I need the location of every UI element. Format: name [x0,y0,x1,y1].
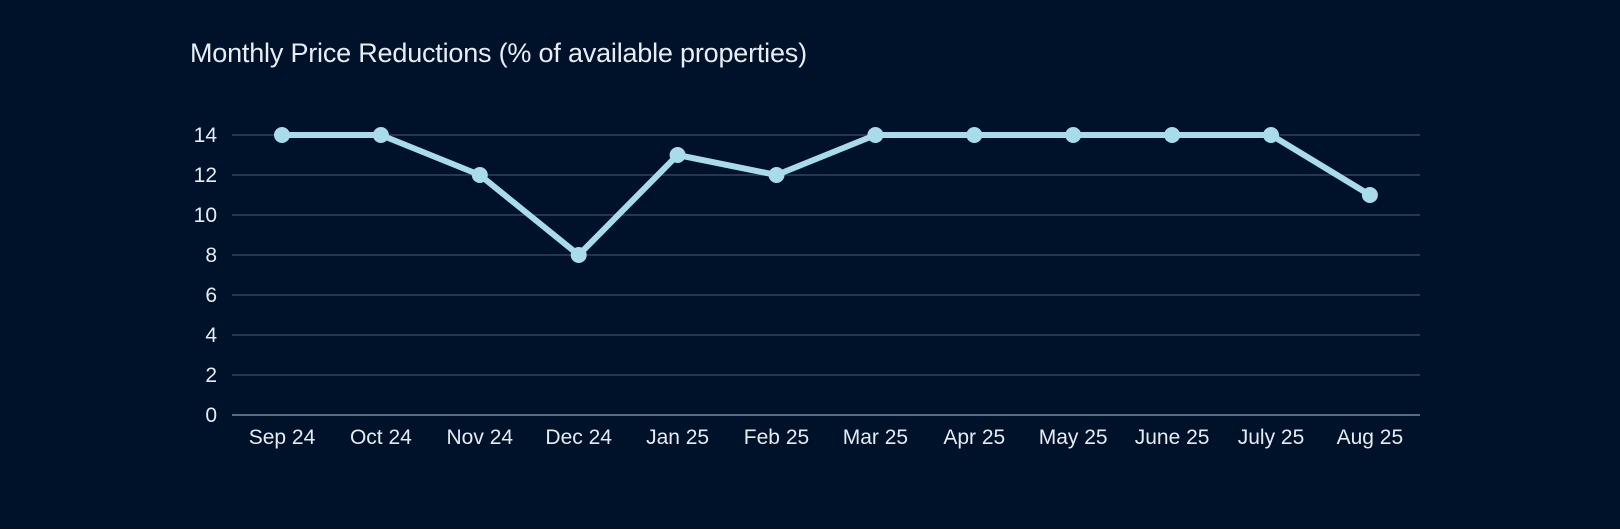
y-tick-label: 4 [205,324,217,347]
x-tick-label: Nov 24 [447,426,514,449]
data-point [966,127,983,143]
data-point [1361,187,1378,203]
data-point [274,127,290,143]
data-point [768,167,785,183]
y-tick-label: 12 [194,164,217,187]
data-point [1164,127,1181,143]
data-point [669,147,686,163]
x-tick-label: Apr 25 [943,426,1005,449]
y-tick-label: 2 [205,364,217,387]
y-tick-label: 0 [205,404,217,427]
y-tick-label: 14 [194,124,218,147]
x-axis-ticks: Sep 24 Oct 24 Nov 24 Dec 24 Jan 25 Feb 25 Mar … [249,426,1403,449]
y-tick-label: 10 [194,204,217,227]
data-point [1065,127,1082,143]
data-point [1263,127,1279,143]
data-point [867,127,884,143]
x-tick-label: Aug 25 [1337,426,1404,449]
x-tick-label: Jan 25 [646,426,709,449]
gridlines [232,134,1420,416]
x-tick-label: May 25 [1039,426,1108,449]
x-tick-label: Sep 24 [249,426,316,449]
y-axis-ticks: 0 2 4 6 8 10 12 14 [194,124,218,427]
series-layer [274,127,1378,263]
data-point [372,127,389,143]
y-tick-label: 6 [205,284,217,307]
x-tick-label: June 25 [1135,426,1210,449]
data-point [471,167,488,183]
x-tick-label: Feb 25 [744,426,809,449]
x-tick-label: Dec 24 [545,426,612,449]
data-point [570,247,587,263]
y-tick-label: 8 [205,244,217,267]
x-tick-label: Mar 25 [843,426,908,449]
chart-title: Monthly Price Reductions (% of available… [190,38,807,68]
x-tick-label: July 25 [1238,426,1305,449]
series-line [279,132,1373,258]
x-tick-label: Oct 24 [350,426,412,449]
